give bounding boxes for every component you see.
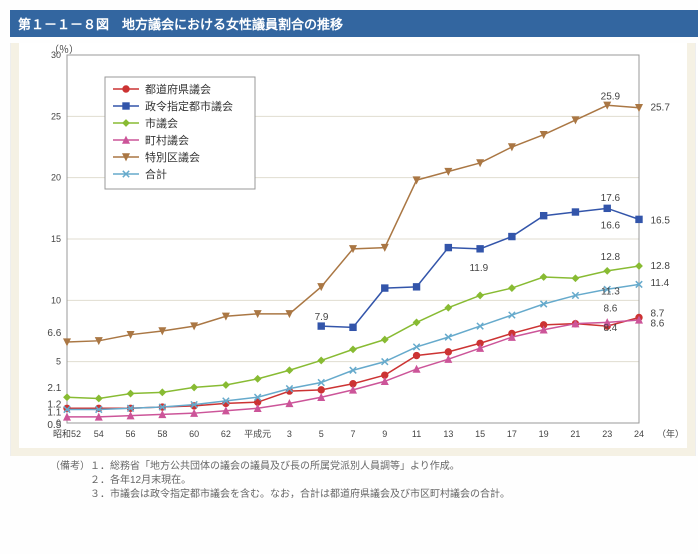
- chart-area: 051015202530（％）昭和525456586062平成元35791113…: [19, 43, 687, 448]
- svg-text:15: 15: [475, 429, 485, 439]
- svg-text:25.9: 25.9: [601, 91, 621, 102]
- svg-text:20: 20: [51, 173, 61, 183]
- svg-text:6.6: 6.6: [47, 328, 61, 339]
- svg-text:5: 5: [56, 357, 61, 367]
- svg-text:25.7: 25.7: [650, 103, 670, 114]
- line-chart: 051015202530（％）昭和525456586062平成元35791113…: [19, 43, 679, 448]
- svg-text:8.4: 8.4: [603, 323, 617, 334]
- svg-text:16.6: 16.6: [601, 220, 621, 231]
- svg-text:8.6: 8.6: [650, 319, 664, 330]
- svg-text:8.6: 8.6: [603, 304, 617, 315]
- svg-text:17: 17: [507, 429, 517, 439]
- svg-text:25: 25: [51, 111, 61, 121]
- svg-text:7.9: 7.9: [315, 312, 329, 323]
- svg-text:特別区議会: 特別区議会: [145, 150, 200, 164]
- svg-text:3: 3: [287, 429, 292, 439]
- figure-title: 第１－１－８図 地方議会における女性議員割合の推移: [10, 10, 698, 37]
- svg-text:24: 24: [634, 429, 644, 439]
- svg-text:都道府県議会: 都道府県議会: [145, 82, 211, 96]
- svg-text:13: 13: [443, 429, 453, 439]
- svg-text:12.8: 12.8: [650, 261, 670, 272]
- svg-text:（年）: （年）: [657, 428, 679, 439]
- footnote: （備考）１．総務省「地方公共団体の議会の議員及び長の所属党派別人員調等」より作成…: [50, 460, 698, 474]
- svg-text:市議会: 市議会: [145, 116, 178, 130]
- svg-text:0.5: 0.5: [47, 420, 61, 431]
- svg-text:（％）: （％）: [49, 44, 79, 56]
- svg-text:17.6: 17.6: [601, 193, 621, 204]
- svg-text:1.1: 1.1: [47, 408, 61, 419]
- svg-text:5: 5: [319, 429, 324, 439]
- svg-text:2.1: 2.1: [47, 383, 61, 394]
- footnote: ２．各年12月末現在。: [50, 474, 698, 488]
- svg-text:平成元: 平成元: [244, 428, 271, 439]
- svg-text:23: 23: [602, 429, 612, 439]
- svg-text:9: 9: [382, 429, 387, 439]
- svg-text:合計: 合計: [145, 167, 167, 181]
- svg-text:11: 11: [412, 429, 421, 439]
- svg-text:10: 10: [51, 295, 61, 305]
- svg-text:12.8: 12.8: [601, 252, 621, 263]
- svg-text:16.5: 16.5: [650, 216, 670, 227]
- chart-panel: 051015202530（％）昭和525456586062平成元35791113…: [10, 43, 696, 456]
- svg-text:54: 54: [94, 429, 104, 439]
- svg-text:19: 19: [539, 429, 549, 439]
- svg-text:政令指定都市議会: 政令指定都市議会: [145, 99, 233, 113]
- svg-text:15: 15: [51, 234, 61, 244]
- svg-text:56: 56: [126, 429, 136, 439]
- svg-text:62: 62: [221, 429, 231, 439]
- svg-text:7: 7: [350, 429, 355, 439]
- svg-text:町村議会: 町村議会: [145, 133, 189, 147]
- svg-text:11.4: 11.4: [650, 278, 669, 289]
- svg-text:11.3: 11.3: [601, 286, 620, 297]
- footnotes: （備考）１．総務省「地方公共団体の議会の議員及び長の所属党派別人員調等」より作成…: [10, 456, 698, 502]
- svg-text:58: 58: [157, 429, 167, 439]
- footnote: ３．市議会は政令指定都市議会を含む。なお，合計は都道府県議会及び市区町村議会の合…: [50, 488, 698, 502]
- svg-text:11.9: 11.9: [469, 263, 488, 274]
- svg-text:60: 60: [189, 429, 199, 439]
- svg-text:21: 21: [570, 429, 580, 439]
